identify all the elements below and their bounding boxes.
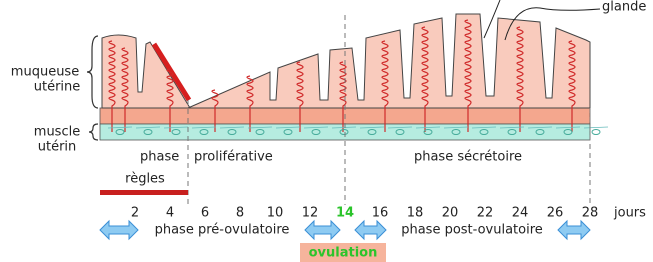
day-tick: 24 xyxy=(512,206,529,221)
day-tick: 14 xyxy=(336,206,354,221)
day-tick: 10 xyxy=(267,206,284,221)
label: utérin xyxy=(38,140,77,155)
day-tick: 8 xyxy=(236,206,244,221)
arrow xyxy=(305,221,340,239)
phase-label: proliférative xyxy=(194,150,273,165)
muscle-cell xyxy=(592,130,600,135)
brace xyxy=(89,124,98,140)
day-tick: 16 xyxy=(372,206,389,221)
day-tick: 2 xyxy=(131,206,139,221)
day-tick: 6 xyxy=(201,206,209,221)
menses-label: règles xyxy=(125,172,165,187)
period-label: phase post-ovulatoire xyxy=(401,223,543,238)
day-tick: 4 xyxy=(166,206,174,221)
day-tick: 12 xyxy=(302,206,319,221)
day-tick: 20 xyxy=(442,206,459,221)
arrow xyxy=(558,221,590,239)
arrow xyxy=(355,221,386,239)
period-label: phase pré-ovulatoire xyxy=(155,223,290,238)
label: muqueuse xyxy=(11,65,79,80)
phase-label: phase sécrétoire xyxy=(414,150,522,165)
menses-bar xyxy=(100,190,188,195)
mucosa-growing xyxy=(188,14,590,108)
day-tick: 22 xyxy=(477,206,494,221)
label: utérine xyxy=(34,80,81,95)
brace xyxy=(87,36,98,108)
day-tick: 26 xyxy=(547,206,564,221)
day-tick: 28 xyxy=(582,206,599,221)
day-tick: 18 xyxy=(407,206,424,221)
menstrual-cycle-diagram: muqueuse utérine muscle utérin glande ph… xyxy=(0,0,653,262)
arrow xyxy=(100,221,138,239)
unit: jours xyxy=(613,206,646,221)
label: glande xyxy=(602,0,646,15)
label: muscle xyxy=(34,125,80,140)
ovulation-label: ovulation xyxy=(309,246,378,261)
phase-label: phase xyxy=(140,150,179,165)
